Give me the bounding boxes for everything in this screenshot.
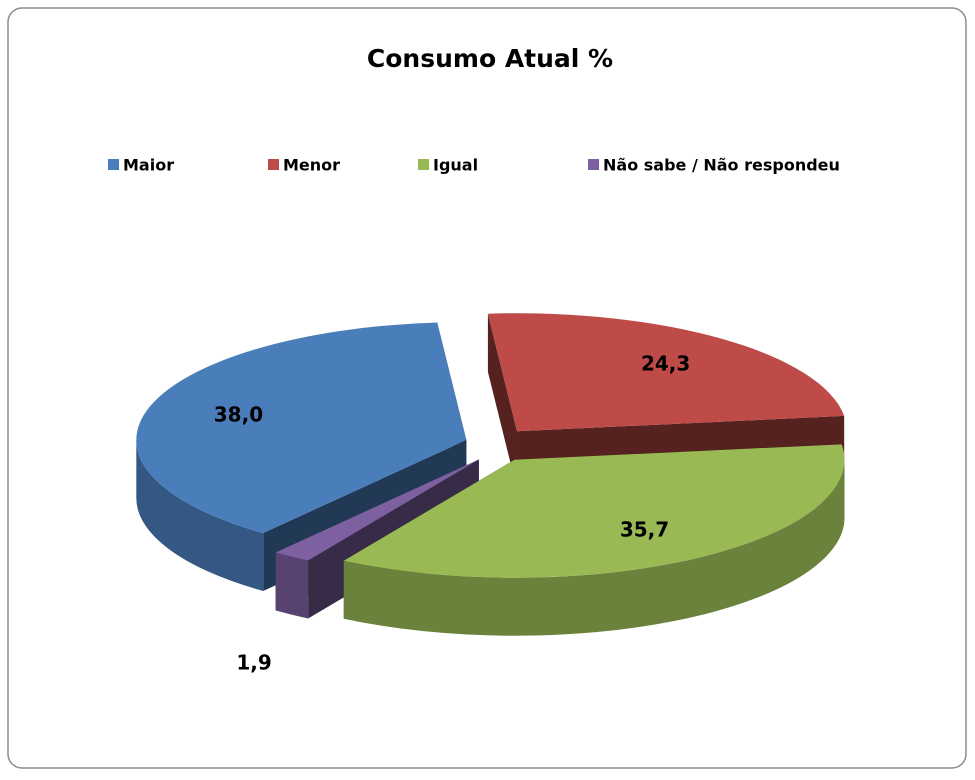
legend-label: Igual <box>433 156 478 175</box>
slice <box>275 459 479 561</box>
legend-label: Maior <box>123 156 174 175</box>
legend-label: Não sabe / Não respondeu <box>603 156 840 175</box>
legend-label: Menor <box>283 156 340 175</box>
data-label: 24,3 <box>641 351 690 375</box>
legend: Maior Menor Igual Não sabe / Não respondeu <box>108 156 840 175</box>
slice-cut-face <box>275 459 479 611</box>
slice <box>487 313 845 432</box>
legend-swatch <box>418 159 429 170</box>
chart-title: Consumo Atual % <box>367 44 613 73</box>
slice-side <box>136 440 264 591</box>
legend-swatch <box>588 159 599 170</box>
slice <box>343 444 845 578</box>
slice-cut-face <box>487 313 518 490</box>
slice <box>136 322 467 533</box>
legend-swatch <box>108 159 119 170</box>
legend-swatch <box>268 159 279 170</box>
data-label: 1,9 <box>236 651 271 675</box>
slice-side <box>343 459 845 636</box>
slice-side <box>275 552 309 619</box>
pie: 38,0 24,3 35,7 1,9 <box>136 313 845 675</box>
data-label: 38,0 <box>214 402 263 426</box>
data-label: 35,7 <box>620 517 669 541</box>
